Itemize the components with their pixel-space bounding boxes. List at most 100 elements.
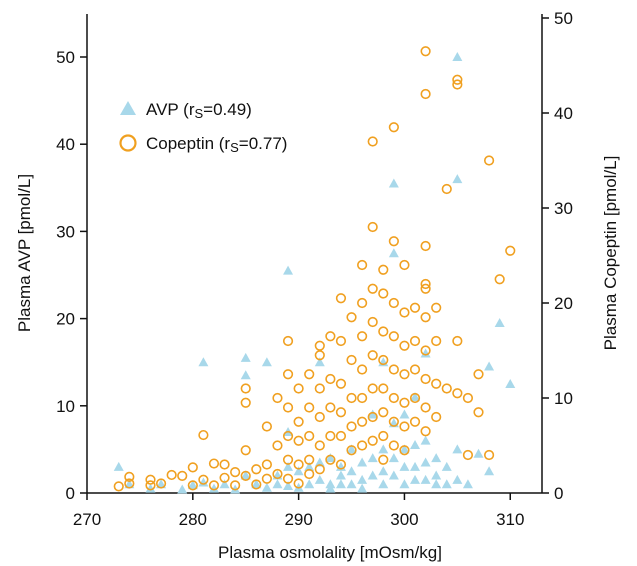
avp-data-point	[240, 470, 251, 480]
copeptin-data-point	[293, 383, 304, 394]
copeptin-data-point	[187, 462, 198, 473]
copeptin-data-point	[367, 435, 378, 446]
copeptin-data-point	[272, 392, 283, 404]
avp-data-point	[346, 466, 357, 476]
right-y-axis-title: Plasma Copeptin [pmol/L]	[601, 156, 620, 351]
copeptin-data-point	[378, 288, 389, 299]
right-y-tick-label: 40	[554, 104, 573, 123]
copeptin-data-point	[420, 402, 431, 413]
copeptin-data-point	[462, 392, 474, 404]
avp-data-point	[388, 178, 399, 188]
copeptin-data-point	[314, 383, 325, 394]
avp-data-point	[441, 461, 452, 471]
copeptin-data-point	[346, 354, 357, 366]
avp-data-point	[484, 361, 495, 371]
avp-data-point	[378, 479, 389, 489]
avp-data-point	[240, 370, 251, 380]
right-y-tick-label: 20	[554, 294, 573, 313]
avp-data-point	[283, 481, 294, 491]
copeptin-data-point	[240, 397, 251, 408]
avp-data-point	[357, 483, 368, 493]
avp-data-point	[325, 453, 336, 463]
copeptin-data-point	[388, 392, 399, 404]
avp-data-point	[367, 409, 378, 419]
copeptin-data-point	[452, 74, 463, 85]
copeptin-data-point	[388, 122, 399, 133]
copeptin-data-point	[378, 326, 389, 337]
copeptin-data-point	[420, 426, 431, 437]
avp-data-point	[145, 483, 156, 493]
left-y-tick-label: 0	[66, 484, 75, 503]
copeptin-data-point	[494, 274, 505, 285]
copeptin-data-point	[325, 373, 336, 385]
copeptin-data-point	[399, 445, 410, 456]
avp-data-point	[494, 317, 505, 327]
avp-data-point	[378, 444, 389, 454]
copeptin-data-point	[378, 383, 389, 394]
avp-data-point	[314, 474, 325, 484]
right-y-axis-ticks: 0 10 20 30 40 50	[542, 9, 573, 503]
copeptin-data-point	[261, 421, 272, 432]
copeptin-data-point	[293, 478, 304, 489]
x-tick-label: 300	[390, 510, 418, 529]
copeptin-data-point	[357, 331, 368, 342]
copeptin-data-point	[409, 416, 421, 427]
copeptin-data-point	[399, 397, 410, 408]
copeptin-data-point	[409, 335, 421, 347]
x-tick-label: 290	[284, 510, 312, 529]
avp-data-point	[346, 479, 357, 489]
avp-data-point	[187, 480, 198, 490]
copeptin-data-point	[219, 459, 230, 470]
copeptin-data-point	[441, 183, 452, 195]
copeptin-data-point	[409, 364, 421, 375]
copeptin-data-point	[346, 312, 357, 323]
copeptin-data-point	[282, 369, 294, 380]
copeptin-data-point	[113, 481, 124, 492]
legend-label-avp: AVP (rS=0.49)	[146, 100, 252, 121]
copeptin-data-point	[314, 464, 325, 475]
avp-data-point	[261, 357, 272, 367]
circle-marker-icon	[119, 134, 137, 152]
copeptin-data-point	[198, 429, 209, 441]
avp-data-point	[431, 470, 442, 480]
avp-data-point	[505, 379, 516, 388]
copeptin-data-point	[452, 79, 463, 90]
avp-data-point	[304, 461, 315, 471]
avp-data-point	[420, 435, 431, 445]
triangle-marker-icon	[120, 101, 136, 115]
copeptin-data-point	[431, 411, 442, 423]
avp-data-point	[399, 444, 410, 454]
copeptin-data-point	[124, 471, 135, 482]
copeptin-data-point	[483, 449, 495, 461]
copeptin-data-point	[420, 88, 431, 100]
copeptin-data-point	[388, 331, 399, 342]
left-y-tick-label: 40	[56, 135, 75, 154]
avp-data-point	[431, 479, 442, 489]
copeptin-data-point	[325, 430, 336, 442]
avp-data-point	[452, 444, 463, 454]
avp-data-point	[388, 248, 399, 258]
copeptin-data-point	[399, 340, 410, 351]
avp-data-point	[484, 466, 495, 476]
series-copeptin	[113, 46, 516, 492]
copeptin-data-point	[272, 440, 283, 451]
copeptin-data-point	[304, 454, 315, 465]
copeptin-data-point	[314, 440, 325, 451]
copeptin-data-point	[335, 407, 347, 418]
copeptin-data-point	[431, 302, 442, 313]
left-y-tick-label: 20	[56, 310, 75, 329]
copeptin-data-point	[431, 335, 442, 347]
copeptin-data-point	[378, 430, 389, 442]
avp-data-point	[388, 453, 399, 463]
copeptin-data-point	[230, 480, 241, 491]
legend-label-copeptin: Copeptin (rS=0.77)	[146, 134, 287, 155]
avp-data-point	[399, 409, 410, 419]
copeptin-data-point	[335, 430, 347, 442]
copeptin-data-point	[346, 445, 357, 456]
copeptin-data-point	[155, 478, 167, 489]
copeptin-data-point	[282, 454, 294, 465]
avp-data-point	[399, 461, 410, 471]
avp-data-point	[420, 457, 431, 467]
copeptin-data-point	[388, 364, 399, 375]
